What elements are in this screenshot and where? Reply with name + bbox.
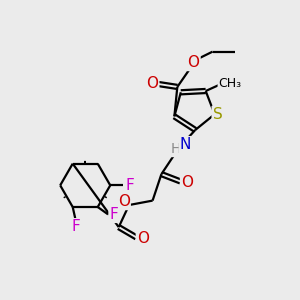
Text: O: O [181, 176, 193, 190]
Text: H: H [170, 142, 181, 156]
Text: O: O [188, 55, 200, 70]
Text: F: F [71, 219, 80, 234]
Text: F: F [125, 178, 134, 193]
Text: O: O [146, 76, 158, 92]
Text: CH₃: CH₃ [219, 77, 242, 90]
Text: F: F [110, 207, 118, 222]
Text: S: S [213, 107, 223, 122]
Text: O: O [118, 194, 130, 209]
Text: O: O [137, 231, 149, 246]
Text: N: N [180, 137, 191, 152]
